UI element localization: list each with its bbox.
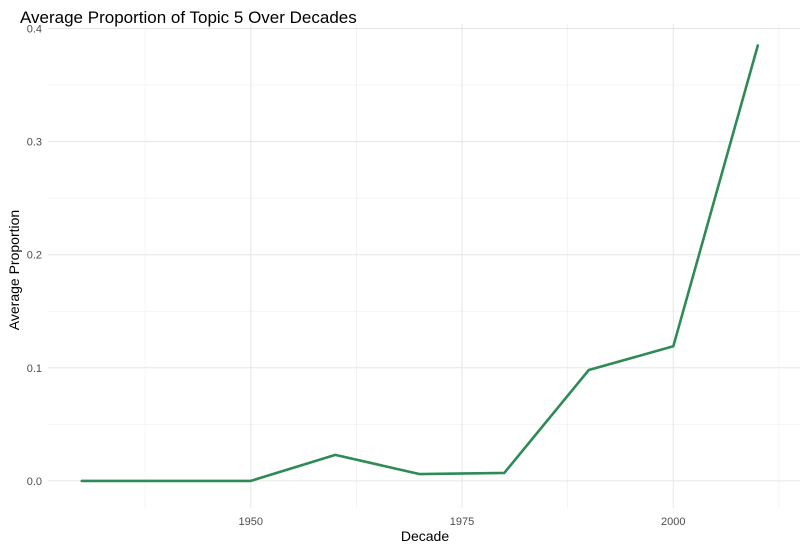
x-axis-title: Decade (401, 528, 449, 544)
y-tick-label: 0.0 (27, 476, 42, 488)
y-tick-label: 0.3 (27, 137, 42, 149)
y-tick-label: 0.2 (27, 250, 42, 262)
y-tick-label: 0.1 (27, 363, 42, 375)
major-gridlines (48, 24, 800, 508)
x-tick-label: 1950 (239, 516, 263, 528)
x-tick-label: 1975 (450, 516, 474, 528)
y-axis-title: Average Proportion (6, 210, 22, 330)
x-tick-label: 2000 (661, 516, 685, 528)
chart-title: Average Proportion of Topic 5 Over Decad… (20, 8, 357, 27)
minor-gridlines (48, 24, 800, 508)
y-tick-label: 0.4 (27, 24, 42, 36)
series-line (80, 44, 760, 483)
series-group (80, 44, 760, 483)
x-axis-tick-labels: 1950 1975 2000 (239, 516, 686, 528)
y-axis-tick-labels: 0.0 0.1 0.2 0.3 0.4 (27, 24, 42, 488)
